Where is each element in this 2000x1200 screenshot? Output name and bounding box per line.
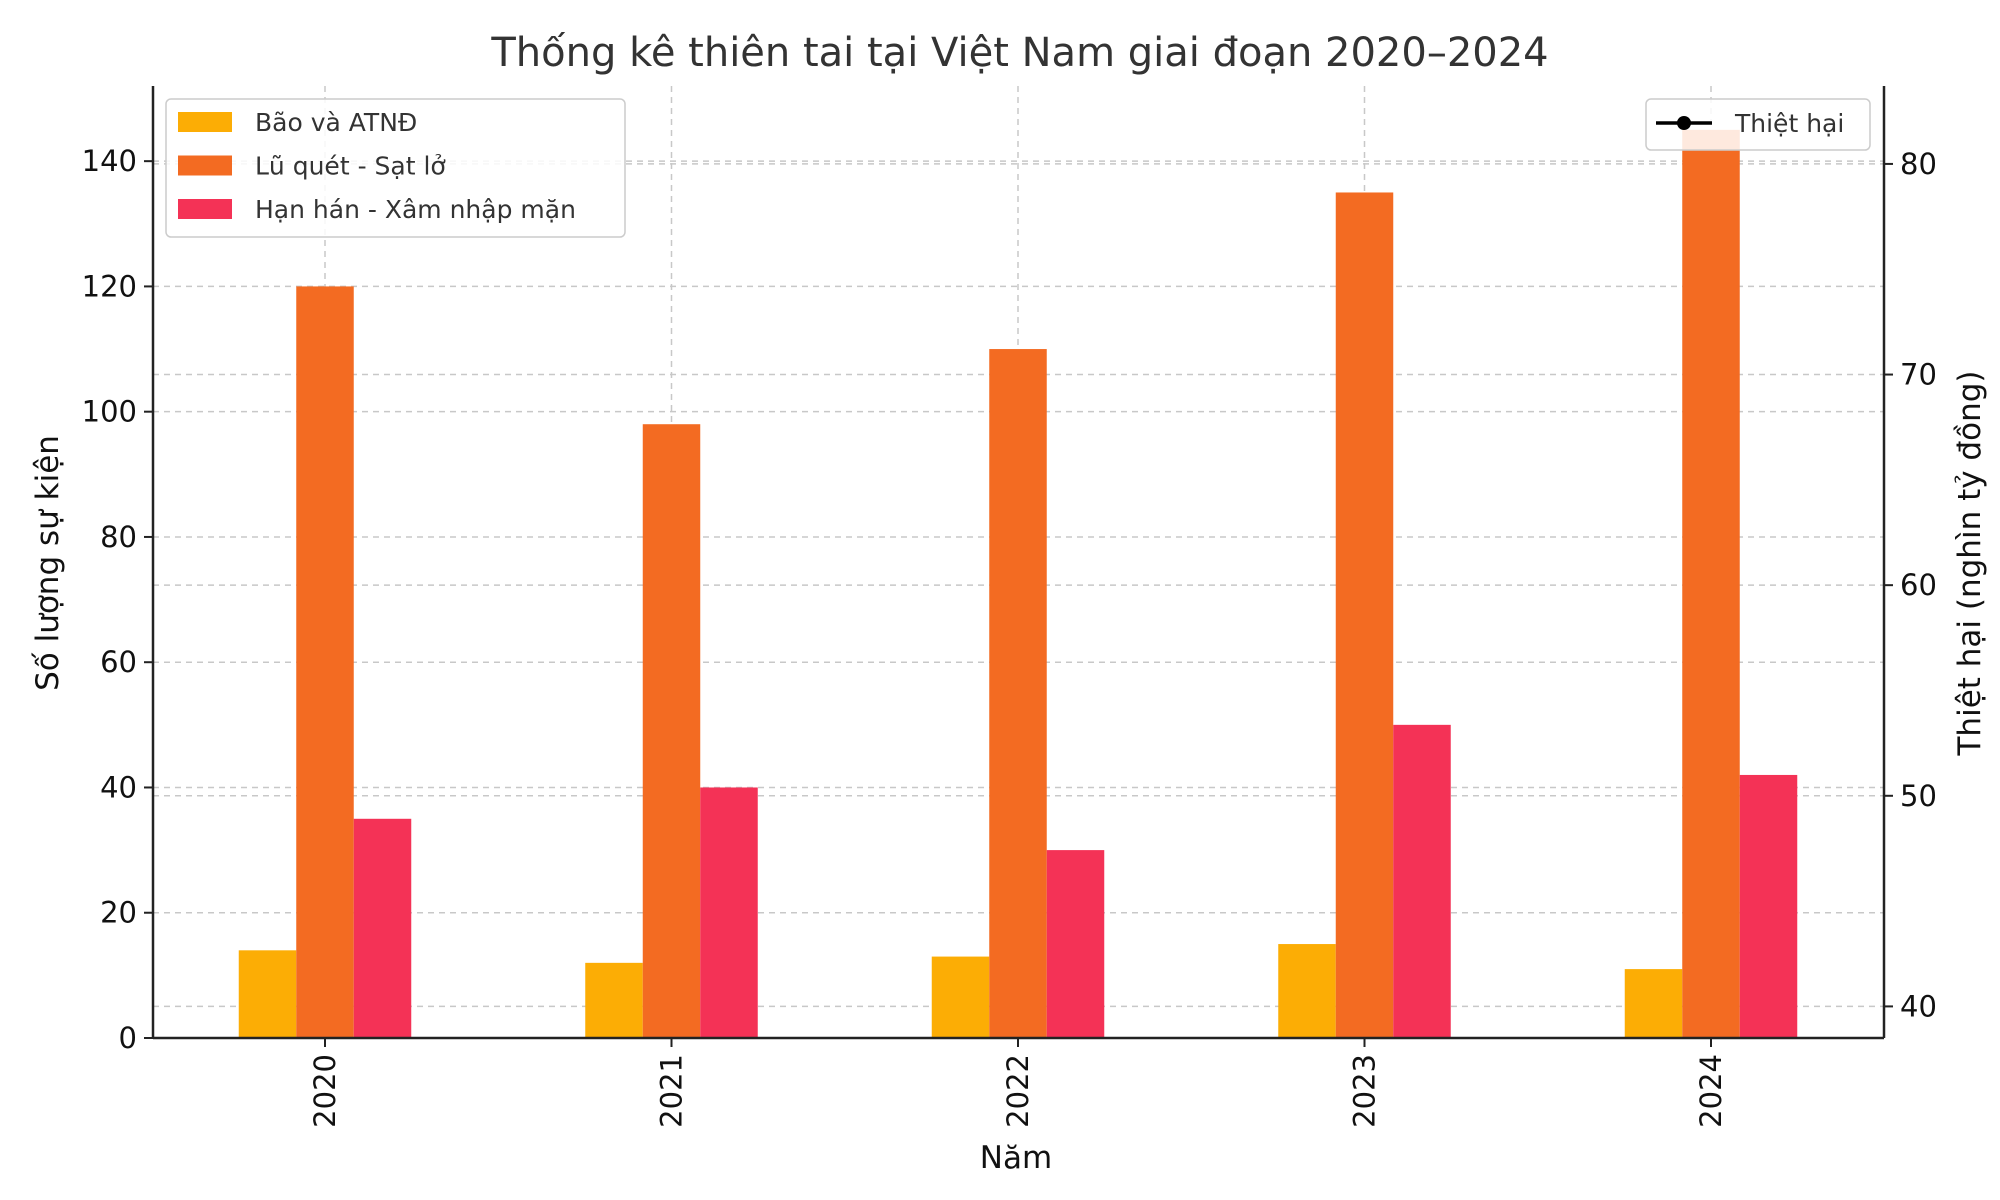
y2-tick-label: 50 (1900, 779, 1937, 813)
legend-entry: Hạn hán - Xâm nhập mặn (255, 195, 576, 224)
legend-entry: Lũ quét - Sạt lở (255, 152, 446, 181)
legend-swatch (178, 112, 232, 132)
x-tick-label: 2023 (1348, 1054, 1382, 1128)
bar-3-2021 (700, 787, 758, 1038)
legend-line-marker (1677, 116, 1691, 130)
bar-3-2022 (1046, 850, 1105, 1038)
legend-line: Thiệt hại (1645, 98, 1871, 151)
bar-2-2021 (642, 424, 701, 1038)
y2-tick-label: 70 (1900, 358, 1937, 392)
y2-tick-label: 80 (1900, 147, 1937, 181)
bar-1-2024 (1624, 969, 1683, 1038)
axes: 0 20 40 60 80 100 120 140 40 50 60 70 80 2020 2021 2022… (82, 86, 1937, 1128)
y-axis-label: Số lượng sự kiện (30, 435, 66, 691)
x-axis-label: Năm (980, 1140, 1052, 1176)
legend-swatch (178, 199, 232, 219)
x-tick-label: 2024 (1694, 1054, 1728, 1128)
legend-bars: Bão và ATNĐ Lũ quét - Sạt lở Hạn hán - Xâm… (165, 98, 626, 238)
bar-3-2023 (1393, 724, 1451, 1038)
legend-bars-frame (165, 98, 626, 238)
x-tick-label: 2021 (655, 1054, 689, 1128)
y-tick-label: 20 (100, 896, 137, 930)
bar-2-2024 (1682, 129, 1740, 1038)
legend-entry: Bão và ATNĐ (255, 108, 417, 137)
y-tick-label: 140 (82, 144, 137, 178)
bar-1-2021 (585, 962, 643, 1038)
chart-title: Thống kê thiên tai tại Việt Nam giai đoạ… (490, 30, 1548, 76)
y2-tick-label: 60 (1900, 568, 1937, 602)
bar-1-2022 (931, 956, 990, 1038)
bar-2-2020 (296, 286, 354, 1039)
legend-line-frame (1645, 98, 1871, 151)
y-tick-label: 60 (100, 645, 137, 679)
y2-axis-label: Thiệt hại (nghìn tỷ đồng) (1952, 371, 1988, 757)
legend-swatch (178, 155, 232, 176)
y-tick-label: 100 (82, 395, 137, 429)
bar-2-2022 (989, 349, 1047, 1039)
bar-3-2024 (1739, 774, 1798, 1038)
x-tick-label: 2022 (1001, 1054, 1035, 1128)
y-tick-label: 0 (119, 1021, 137, 1055)
y-tick-label: 80 (100, 520, 137, 554)
bar-3-2020 (353, 818, 412, 1038)
bar-2-2023 (1335, 192, 1394, 1038)
legend-entry: Thiệt hại (1734, 109, 1844, 138)
y-tick-label: 40 (100, 770, 137, 804)
y-tick-label: 120 (82, 269, 137, 303)
x-tick-label: 2020 (308, 1054, 342, 1128)
bar-1-2023 (1278, 944, 1336, 1038)
y2-tick-label: 40 (1900, 989, 1937, 1023)
bars (238, 129, 1798, 1039)
bar-1-2020 (238, 950, 297, 1038)
